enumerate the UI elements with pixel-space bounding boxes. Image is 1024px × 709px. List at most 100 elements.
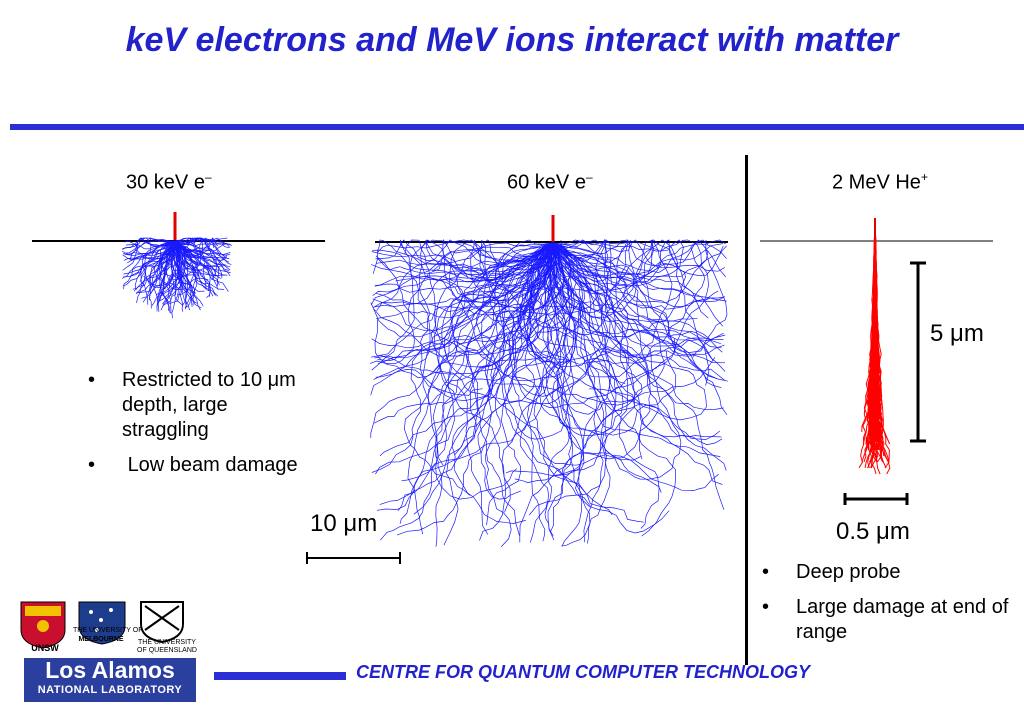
slide-title: keV electrons and MeV ions interact with… (125, 21, 899, 59)
trajectory (552, 242, 617, 544)
trajectory (156, 240, 177, 312)
bullet-item: • Large damage at end of range (762, 596, 1009, 643)
queensland-label-2: OF QUEENSLAND (137, 647, 197, 654)
trajectory (122, 240, 176, 271)
trajectory (465, 242, 554, 536)
melbourne-crest-icon (78, 601, 126, 645)
trajectory (397, 242, 554, 511)
trajectory (549, 242, 706, 378)
trajectory (127, 240, 176, 264)
bullet-item: • Deep probe (762, 561, 901, 583)
trajectory (552, 242, 724, 411)
bullet-item: • Low beam damage (88, 454, 298, 476)
melbourne-label-2: MELBOURNE (78, 636, 124, 643)
trajectory (370, 242, 554, 401)
trajectory (372, 242, 554, 279)
trajectory (122, 237, 176, 249)
trajectory (377, 242, 564, 511)
trajectory (552, 242, 724, 278)
queensland-crest-icon (140, 601, 184, 644)
trajectory (495, 242, 613, 516)
unsw-crest-icon (20, 601, 66, 649)
footer-centre-name: CENTRE FOR QUANTUM COMPUTER TECHNOLOGY (356, 662, 810, 682)
trajectory (371, 239, 554, 371)
trajectory (174, 240, 228, 262)
panel-label-30kev: 30 keV e– (126, 170, 212, 194)
trajectory (477, 242, 560, 500)
panel-label-2mev: 2 MeV He+ (832, 170, 928, 194)
trajectory (375, 242, 564, 475)
trajectory (125, 240, 176, 250)
trajectory (519, 242, 616, 543)
trajectory (370, 242, 554, 306)
bullet-dot: • (88, 454, 96, 476)
trajectory (375, 242, 554, 378)
trajectory (407, 242, 554, 535)
bullet-dot: • (762, 561, 770, 583)
trajectory (377, 239, 554, 268)
trajectory (532, 239, 709, 335)
trajectory (171, 240, 182, 319)
trajectory (373, 243, 554, 380)
trajectory (432, 239, 570, 352)
scale-label-0-5um: 0.5 μm (836, 518, 910, 545)
queensland-label-1: THE UNIVERSITY (138, 639, 196, 646)
trajectory (136, 240, 179, 294)
electron-tracks-60kev (369, 238, 728, 547)
trajectory (174, 240, 184, 312)
trajectory (552, 242, 723, 446)
trajectory (548, 239, 673, 359)
trajectory (122, 240, 176, 287)
trajectory (546, 242, 725, 510)
left-bullet-list: • Restricted to 10 μm depth, large stragg… (88, 368, 318, 488)
trajectory (542, 242, 716, 415)
trajectory (380, 242, 554, 541)
trajectory (374, 242, 554, 359)
scale-bar-10um (306, 552, 401, 564)
trajectory (174, 237, 232, 246)
trajectory (486, 242, 562, 526)
bullet-dot: • (762, 596, 770, 618)
trajectory (448, 239, 626, 384)
trajectory (404, 239, 555, 381)
trajectory (159, 240, 187, 295)
trajectory (170, 240, 209, 285)
trajectory (541, 242, 624, 436)
panel-divider (745, 155, 748, 665)
trajectory (552, 239, 726, 286)
trajectory (552, 242, 722, 349)
trajectory (552, 242, 727, 302)
trajectory (124, 237, 176, 254)
trajectory (519, 242, 575, 543)
trajectory (174, 240, 231, 268)
trajectory (514, 242, 643, 483)
trajectory (174, 240, 230, 256)
trajectory (527, 242, 584, 542)
panel-label-60kev: 60 keV e– (507, 170, 593, 194)
electron-tracks-30kev (121, 237, 233, 319)
trajectory (141, 240, 176, 299)
trajectory (174, 237, 218, 258)
trajectory (372, 242, 566, 332)
trajectory (506, 242, 629, 397)
trajectory (123, 240, 176, 261)
trajectory (372, 239, 554, 276)
trajectory (552, 239, 725, 272)
trajectory (376, 242, 554, 311)
trajectory (375, 239, 554, 323)
scale-label-10um: 10 μm (310, 510, 378, 537)
trajectory (552, 242, 707, 421)
trajectory (523, 242, 723, 485)
trajectory (493, 242, 665, 406)
trajectory (503, 242, 575, 440)
trajectory (122, 240, 176, 261)
trajectory (552, 239, 710, 386)
trajectory (132, 240, 176, 290)
trajectory (377, 242, 556, 365)
trajectory (174, 237, 216, 277)
trajectory (549, 242, 677, 436)
trajectory (174, 240, 193, 307)
title-rule (10, 124, 1024, 130)
los-alamos-sub: NATIONAL LABORATORY (37, 684, 183, 696)
trajectory (174, 237, 228, 244)
